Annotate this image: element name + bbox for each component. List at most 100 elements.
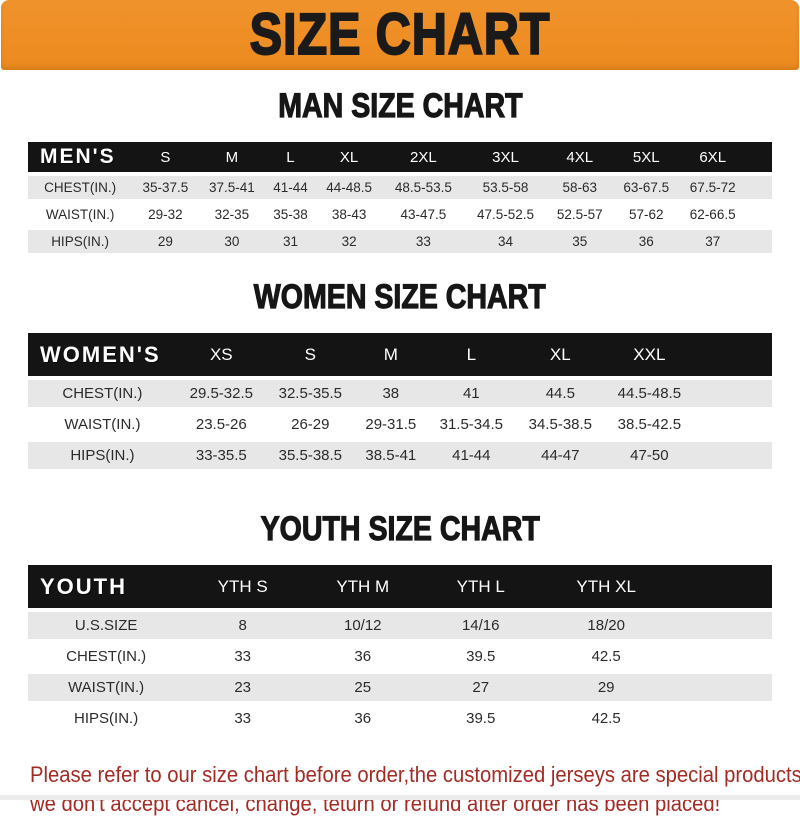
size-value-cell: 48.5-53.5 <box>382 176 465 199</box>
size-value-cell: 34 <box>464 230 547 253</box>
size-value-cell: 33 <box>184 705 302 732</box>
table-row: CHEST(IN.) 29.5-32.5 32.5-35.5 38 41 44.5 44.5… <box>28 380 772 407</box>
size-column-header: L <box>265 142 316 172</box>
row-label-cell: CHEST(IN.) <box>28 380 177 407</box>
size-value-cell: 36 <box>301 643 425 670</box>
size-value-cell: 34.5-38.5 <box>515 411 605 438</box>
youth-size-table: YOUTH YTH S YTH M YTH L YTH XL U.S.SIZE 8 10/12… <box>28 561 772 736</box>
size-value-cell: 41-44 <box>265 176 316 199</box>
size-column-header: YTH XL <box>537 565 676 608</box>
row-spacer-cell <box>675 705 772 732</box>
row-label-cell: CHEST(IN.) <box>28 643 185 670</box>
header-spacer-cell <box>745 142 772 172</box>
size-column-header: S <box>265 333 355 376</box>
size-value-cell: 42.5 <box>537 643 676 670</box>
size-value-cell: 62-66.5 <box>679 203 746 226</box>
size-value-cell: 38-43 <box>315 203 383 226</box>
size-value-cell: 53.5-58 <box>464 176 547 199</box>
row-spacer-cell <box>745 176 772 199</box>
women-section-heading: WOMEN SIZE CHART <box>0 278 800 315</box>
header-spacer-cell <box>693 333 772 376</box>
table-title-cell: YOUTH <box>28 565 185 608</box>
bottom-strip <box>0 795 800 800</box>
size-column-header: YTH M <box>301 565 425 608</box>
table-title-cell: MEN'S <box>28 142 133 172</box>
row-spacer-cell <box>693 380 772 407</box>
size-value-cell: 47.5-52.5 <box>464 203 547 226</box>
youth-section-heading-text: YOUTH SIZE CHART <box>260 510 540 548</box>
size-value-cell: 30 <box>198 230 266 253</box>
notice-line-1: Please refer to our size chart before or… <box>30 762 800 787</box>
row-spacer-cell <box>745 203 772 226</box>
table-header-row: MEN'S S M L XL 2XL 3XL 4XL 5XL 6XL <box>28 142 772 172</box>
size-value-cell: 10/12 <box>301 612 425 639</box>
size-value-cell: 27 <box>424 674 538 701</box>
size-value-cell: 39.5 <box>424 643 538 670</box>
size-value-cell: 38.5-41 <box>354 442 427 469</box>
size-column-header: 5XL <box>612 142 680 172</box>
banner-title: SIZE CHART <box>249 2 551 67</box>
row-spacer-cell <box>675 643 772 670</box>
size-value-cell: 35.5-38.5 <box>265 442 355 469</box>
size-column-header: S <box>132 142 199 172</box>
size-value-cell: 38.5-42.5 <box>604 411 694 438</box>
size-value-cell: 47-50 <box>604 442 694 469</box>
men-size-table: MEN'S S M L XL 2XL 3XL 4XL 5XL 6XL CHEST(IN.) 35-37… <box>28 138 772 257</box>
size-value-cell: 44-47 <box>515 442 605 469</box>
size-value-cell: 41-44 <box>426 442 516 469</box>
size-value-cell: 23.5-26 <box>176 411 266 438</box>
size-value-cell: 67.5-72 <box>679 176 746 199</box>
table-row: WAIST(IN.) 29-32 32-35 35-38 38-43 43-47.5 47.… <box>28 203 772 226</box>
size-value-cell: 38 <box>354 380 427 407</box>
charts-container: MAN SIZE CHART MEN'S S M L XL 2XL 3XL 4XL 5XL 6XL… <box>0 87 800 736</box>
size-value-cell: 18/20 <box>537 612 676 639</box>
women-size-section: WOMEN SIZE CHART WOMEN'S XS S M L XL XXL CHEST(… <box>0 278 800 473</box>
size-value-cell: 41 <box>426 380 516 407</box>
size-chart-banner: SIZE CHART <box>1 0 799 70</box>
size-value-cell: 33 <box>184 643 302 670</box>
table-row: U.S.SIZE 8 10/12 14/16 18/20 <box>28 612 772 639</box>
size-column-header: 2XL <box>382 142 465 172</box>
table-header-row: YOUTH YTH S YTH M YTH L YTH XL <box>28 565 772 608</box>
table-row: HIPS(IN.) 33-35.5 35.5-38.5 38.5-41 41-44 44-… <box>28 442 772 469</box>
row-label-cell: HIPS(IN.) <box>28 230 133 253</box>
size-value-cell: 29-32 <box>132 203 199 226</box>
size-value-cell: 33-35.5 <box>176 442 266 469</box>
man-section-heading-text: MAN SIZE CHART <box>277 87 523 125</box>
table-row: WAIST(IN.) 23.5-26 26-29 29-31.5 31.5-34.5 34… <box>28 411 772 438</box>
size-column-header: YTH L <box>424 565 538 608</box>
size-column-header: 3XL <box>464 142 547 172</box>
size-value-cell: 8 <box>184 612 302 639</box>
order-notice: Please refer to our size chart before or… <box>30 762 800 817</box>
size-value-cell: 33 <box>382 230 465 253</box>
size-value-cell: 29 <box>132 230 199 253</box>
size-column-header: XS <box>176 333 266 376</box>
size-value-cell: 31.5-34.5 <box>426 411 516 438</box>
man-size-section: MAN SIZE CHART MEN'S S M L XL 2XL 3XL 4XL 5XL 6XL… <box>0 87 800 257</box>
table-title-cell: WOMEN'S <box>28 333 177 376</box>
size-value-cell: 35 <box>546 230 613 253</box>
table-row: WAIST(IN.) 23 25 27 29 <box>28 674 772 701</box>
row-spacer-cell <box>675 674 772 701</box>
size-value-cell: 29-31.5 <box>354 411 427 438</box>
size-value-cell: 44.5-48.5 <box>604 380 694 407</box>
size-value-cell: 26-29 <box>265 411 355 438</box>
size-column-header: M <box>198 142 266 172</box>
row-spacer-cell <box>745 230 772 253</box>
size-value-cell: 44.5 <box>515 380 605 407</box>
row-spacer-cell <box>693 442 772 469</box>
size-value-cell: 29.5-32.5 <box>176 380 266 407</box>
size-column-header: XXL <box>604 333 694 376</box>
size-value-cell: 32.5-35.5 <box>265 380 355 407</box>
size-column-header: XL <box>315 142 383 172</box>
size-value-cell: 25 <box>301 674 425 701</box>
size-value-cell: 35-38 <box>265 203 316 226</box>
table-row: CHEST(IN.) 35-37.5 37.5-41 41-44 44-48.5 48.5… <box>28 176 772 199</box>
row-spacer-cell <box>693 411 772 438</box>
size-value-cell: 44-48.5 <box>315 176 383 199</box>
row-label-cell: CHEST(IN.) <box>28 176 133 199</box>
youth-section-heading: YOUTH SIZE CHART <box>0 510 800 548</box>
row-spacer-cell <box>675 612 772 639</box>
table-header-row: WOMEN'S XS S M L XL XXL <box>28 333 772 376</box>
